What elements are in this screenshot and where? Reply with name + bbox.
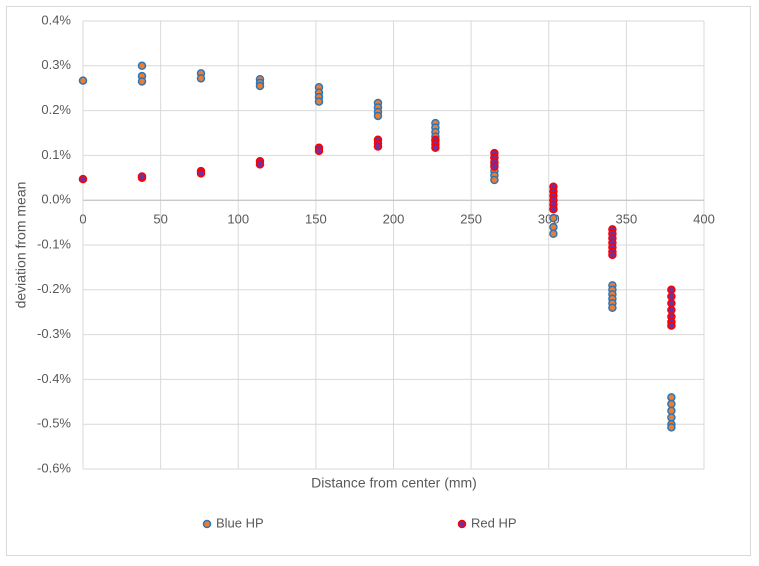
y-tick-label: 0.0% xyxy=(41,192,71,207)
point xyxy=(490,175,499,185)
y-tick-label: 0.1% xyxy=(41,147,71,162)
point xyxy=(549,213,558,223)
point xyxy=(667,298,676,308)
point xyxy=(137,77,147,86)
y-tick-label: -0.4% xyxy=(37,371,71,386)
point xyxy=(667,285,676,295)
point xyxy=(255,160,265,169)
point xyxy=(549,204,558,214)
point xyxy=(667,305,676,315)
point xyxy=(78,174,88,184)
y-tick-label: -0.6% xyxy=(37,460,71,475)
x-tick-label: 150 xyxy=(305,212,327,227)
y-tick-label: -0.2% xyxy=(37,281,71,296)
legend-marker xyxy=(202,519,212,529)
point xyxy=(78,76,88,85)
point xyxy=(196,74,206,83)
point xyxy=(314,97,324,106)
point xyxy=(549,222,558,232)
point xyxy=(373,111,383,121)
y-tick-label: 0.3% xyxy=(41,57,71,72)
point xyxy=(667,406,676,416)
y-tick-label: -0.5% xyxy=(37,416,71,431)
legend-label: Blue HP xyxy=(216,515,264,530)
point xyxy=(549,229,558,239)
x-tick-label: 400 xyxy=(693,212,715,227)
point xyxy=(137,61,147,71)
x-tick-label: 250 xyxy=(460,212,482,227)
x-tick-label: 350 xyxy=(616,212,638,227)
point xyxy=(137,172,147,181)
y-tick-label: -0.3% xyxy=(37,326,71,341)
x-tick-label: 100 xyxy=(227,212,249,227)
y-axis-label: deviation from mean xyxy=(13,182,29,309)
x-tick-label: 50 xyxy=(153,212,167,227)
x-tick-label: 0 xyxy=(79,212,86,227)
point xyxy=(255,81,265,91)
point xyxy=(196,169,206,178)
y-tick-label: -0.1% xyxy=(37,236,71,251)
point xyxy=(667,321,676,330)
legend-label: Red HP xyxy=(471,515,517,530)
point xyxy=(667,423,676,432)
point xyxy=(608,250,617,260)
point xyxy=(667,393,676,402)
y-tick-label: 0.4% xyxy=(41,12,71,27)
point xyxy=(314,146,324,156)
point xyxy=(667,413,676,422)
y-tick-label: 0.2% xyxy=(41,102,71,117)
point xyxy=(490,162,499,171)
point xyxy=(608,303,617,312)
point xyxy=(667,399,676,409)
x-tick-label: 200 xyxy=(383,212,405,227)
legend-marker xyxy=(457,519,467,529)
x-axis-label: Distance from center (mm) xyxy=(311,475,477,491)
point xyxy=(667,292,676,301)
point xyxy=(373,142,383,151)
chart-border xyxy=(6,6,751,556)
point xyxy=(431,143,440,153)
